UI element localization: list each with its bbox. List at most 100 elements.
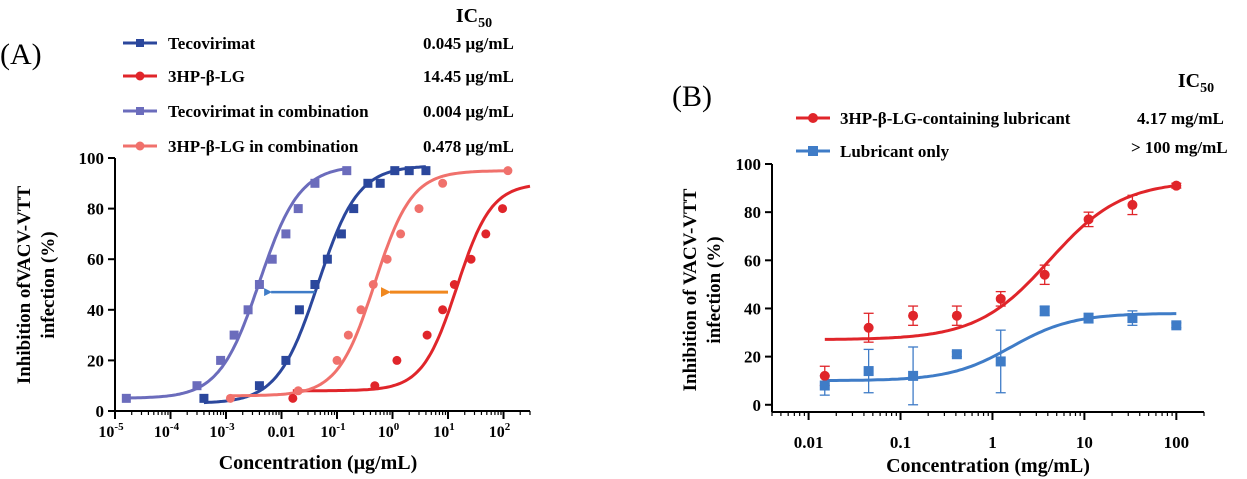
point-3hp-lg-in-combination — [356, 305, 366, 315]
panel-a-ylabel-2: infection (%) — [38, 231, 59, 338]
point-3hp-lg-containing-lubricant — [863, 322, 874, 333]
point-tecovirimat — [390, 166, 400, 176]
point-3hp-lg — [449, 280, 459, 289]
point-tecovirimat — [310, 280, 320, 289]
panel-b: (B) IC50 3HP-β-LG-containing lubricant 4… — [672, 70, 1228, 477]
point-tecovirimat-in-combination — [229, 330, 239, 340]
y-tick-label: 40 — [744, 299, 761, 318]
panel-a-x-ticks: 10-5 10-4 10-3 0.01 10-1 100 101 102 — [98, 411, 531, 441]
panel-a-points — [121, 166, 513, 403]
point-lubricant-only — [1171, 320, 1182, 331]
legend-name-lubricant-only: Lubricant only — [840, 142, 950, 161]
point-3hp-lg-containing-lubricant — [1171, 180, 1182, 191]
point-tecovirimat-in-combination — [310, 178, 320, 188]
legend-ic50-3hp-combo: 0.478 μg/mL — [423, 137, 514, 156]
point-3hp-lg — [370, 381, 380, 391]
point-3hp-lg-containing-lubricant — [819, 370, 830, 381]
x-tick-label: 10-4 — [154, 421, 180, 441]
legend-name-3hp-combo: 3HP-β-LG in combination — [168, 137, 359, 156]
point-3hp-lg-containing-lubricant — [1083, 214, 1094, 225]
legend-ic50-3hp: 14.45 μg/mL — [423, 67, 514, 86]
point-lubricant-only — [819, 380, 830, 391]
point-3hp-lg — [466, 254, 476, 264]
point-3hp-lg-in-combination — [332, 355, 342, 365]
legend-name-tecovirimat: Tecovirimat — [168, 34, 256, 53]
panel-a-y-ticks: 0 20 40 60 80 100 — [79, 149, 115, 421]
point-tecovirimat-in-combination — [243, 305, 253, 315]
y-tick-label: 60 — [87, 250, 104, 269]
x-tick-label: 102 — [489, 421, 511, 441]
y-tick-label: 40 — [87, 301, 104, 320]
panel-b-points — [819, 180, 1182, 391]
x-tick-label: 10-5 — [98, 421, 124, 441]
point-tecovirimat — [421, 166, 431, 176]
point-3hp-lg-containing-lubricant — [995, 293, 1006, 304]
legend-ic50-tecovirimat: 0.045 μg/mL — [423, 34, 514, 53]
x-tick-label: 10-3 — [209, 421, 235, 441]
curve-3hp-lg — [292, 184, 531, 393]
panel-a-xlabel: Concentration (μg/mL) — [219, 452, 418, 474]
point-tecovirimat — [375, 178, 385, 188]
panel-b-ic50-title: IC50 — [1178, 70, 1214, 96]
x-tick-label: 100 — [1164, 433, 1190, 452]
point-lubricant-only — [995, 356, 1006, 367]
point-3hp-lg-containing-lubricant — [951, 310, 962, 321]
point-3hp-lg-in-combination — [396, 229, 406, 239]
y-tick-label: 60 — [744, 251, 761, 270]
legend-ic50-lubricant-3hp: 4.17 mg/mL — [1137, 109, 1224, 128]
panel-b-legend: 3HP-β-LG-containing lubricant 4.17 mg/mL… — [796, 109, 1228, 161]
y-tick-label: 80 — [744, 203, 761, 222]
panel-a: (A) IC50 Tecovirimat 0.045 μg/mL 3HP-β-L… — [0, 5, 531, 474]
x-tick-label: 100 — [378, 421, 400, 441]
x-tick-label: 0.1 — [890, 433, 911, 452]
point-tecovirimat — [322, 254, 332, 264]
point-3hp-lg-in-combination — [414, 204, 424, 214]
point-lubricant-only — [1127, 313, 1138, 324]
point-3hp-lg — [438, 305, 448, 315]
x-tick-label: 101 — [433, 421, 455, 441]
point-3hp-lg-containing-lubricant — [1127, 199, 1138, 210]
point-tecovirimat — [336, 229, 346, 239]
point-tecovirimat-in-combination — [216, 355, 226, 365]
point-tecovirimat-in-combination — [293, 204, 303, 214]
point-tecovirimat — [281, 355, 291, 365]
curve-3hp-lg-in-combination — [230, 169, 508, 398]
point-3hp-lg — [481, 229, 491, 239]
point-tecovirimat — [294, 305, 304, 315]
legend-ic50-lubricant-only: > 100 mg/mL — [1131, 138, 1228, 157]
point-tecovirimat-in-combination — [121, 393, 131, 403]
curve-3hp-lg-containing-lubricant — [824, 184, 1177, 341]
point-tecovirimat-in-combination — [254, 280, 264, 289]
y-tick-label: 20 — [87, 351, 104, 370]
panel-b-xlabel: Concentration (mg/mL) — [886, 455, 1090, 477]
point-lubricant-only — [1083, 313, 1094, 324]
panel-b-y-ticks: 0 20 40 60 80 100 — [736, 155, 772, 415]
point-tecovirimat — [363, 178, 373, 188]
panel-b-ylabel-2: infection (%) — [704, 236, 725, 343]
legend-name-3hp: 3HP-β-LG — [168, 67, 245, 86]
point-lubricant-only — [951, 349, 962, 360]
panel-a-curves — [126, 165, 531, 405]
point-lubricant-only — [1039, 305, 1050, 316]
panel-a-ic50-title: IC50 — [456, 5, 492, 31]
point-3hp-lg — [392, 355, 402, 365]
legend-name-tecovirimat-combo: Tecovirimat in combination — [168, 102, 369, 121]
y-tick-label: 0 — [96, 402, 105, 421]
point-3hp-lg-in-combination — [225, 393, 235, 403]
point-lubricant-only — [863, 366, 874, 377]
x-tick-label: 0.01 — [794, 433, 824, 452]
panel-a-ylabel-1: Inhibition ofVACV-VTT — [14, 186, 35, 385]
x-tick-label: 10-1 — [320, 421, 345, 441]
point-tecovirimat — [254, 381, 264, 391]
point-tecovirimat-in-combination — [267, 254, 277, 264]
y-tick-label: 100 — [736, 155, 762, 174]
panel-a-legend: Tecovirimat 0.045 μg/mL 3HP-β-LG 14.45 μ… — [123, 34, 514, 156]
panel-b-label: (B) — [672, 80, 712, 113]
point-tecovirimat-in-combination — [281, 229, 291, 239]
panel-a-label: (A) — [0, 38, 42, 71]
point-3hp-lg-containing-lubricant — [908, 310, 919, 321]
y-tick-label: 80 — [87, 200, 104, 219]
point-tecovirimat-in-combination — [342, 166, 352, 176]
point-3hp-lg-containing-lubricant — [1039, 269, 1050, 280]
